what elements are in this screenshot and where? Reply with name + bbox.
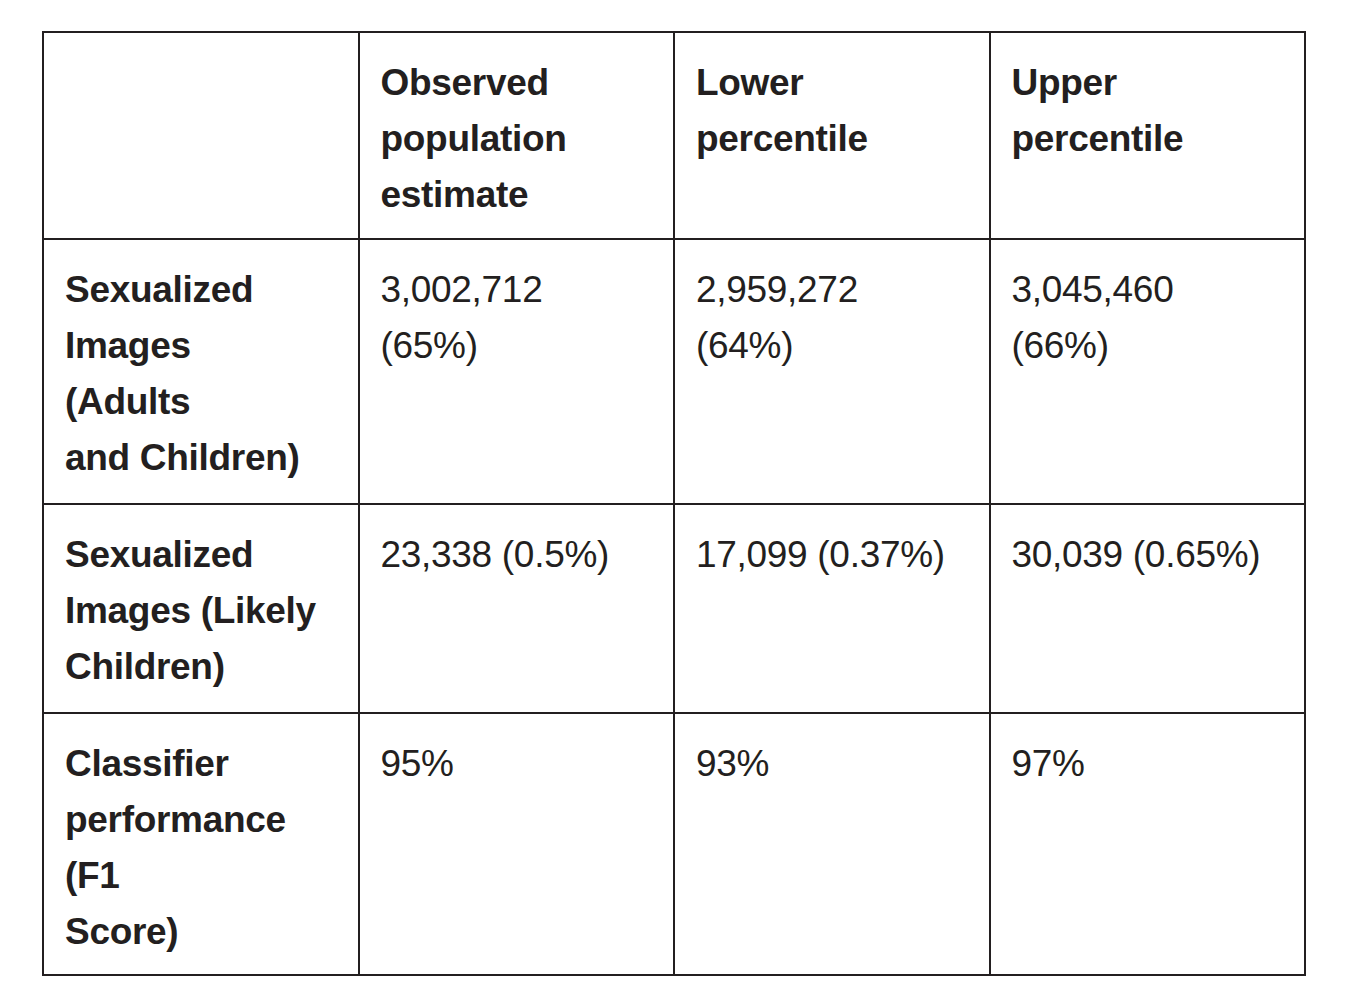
statistics-table: Observed population estimate Lower perce… — [42, 31, 1306, 976]
cell-classifier-observed: 95% — [359, 713, 675, 975]
row-label-classifier-performance-f1-score: Classifier performance (F1 Score) — [43, 713, 359, 975]
cell-likely-children-lower: 17,099 (0.37%) — [674, 504, 990, 713]
table-row-sexualized-images-adults-and-children: Sexualized Images (Adults and Children) … — [43, 239, 1305, 504]
col-header-lower-percentile: Lower percentile — [674, 32, 990, 239]
cell-adults-children-observed: 3,002,712 (65%) — [359, 239, 675, 504]
cell-likely-children-upper: 30,039 (0.65%) — [990, 504, 1306, 713]
corner-header-cell — [43, 32, 359, 239]
cell-adults-children-upper: 3,045,460 (66%) — [990, 239, 1306, 504]
cell-likely-children-observed: 23,338 (0.5%) — [359, 504, 675, 713]
cell-classifier-upper: 97% — [990, 713, 1306, 975]
table-row-classifier-performance: Classifier performance (F1 Score) 95% 93… — [43, 713, 1305, 975]
table-header-row: Observed population estimate Lower perce… — [43, 32, 1305, 239]
cell-classifier-lower: 93% — [674, 713, 990, 975]
col-header-upper-percentile: Upper percentile — [990, 32, 1306, 239]
col-header-observed-population-estimate: Observed population estimate — [359, 32, 675, 239]
table-row-sexualized-images-likely-children: Sexualized Images (Likely Children) 23,3… — [43, 504, 1305, 713]
cell-adults-children-lower: 2,959,272 (64%) — [674, 239, 990, 504]
row-label-sexualized-images-adults-and-children: Sexualized Images (Adults and Children) — [43, 239, 359, 504]
row-label-sexualized-images-likely-children: Sexualized Images (Likely Children) — [43, 504, 359, 713]
